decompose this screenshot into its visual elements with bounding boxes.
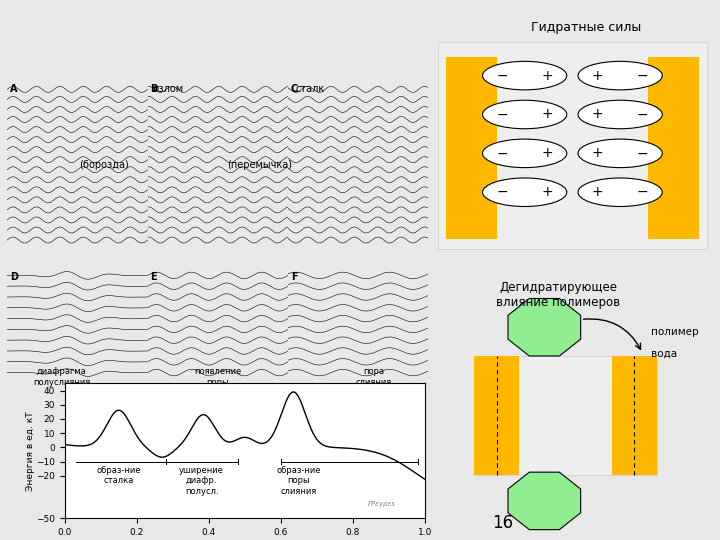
FancyBboxPatch shape — [446, 57, 497, 239]
Polygon shape — [508, 299, 580, 356]
Text: +: + — [541, 146, 553, 160]
Ellipse shape — [578, 139, 662, 167]
Text: B: B — [150, 84, 158, 94]
Text: +: + — [541, 107, 553, 122]
Text: +: + — [541, 69, 553, 83]
Text: +: + — [592, 107, 603, 122]
Text: диафрагма
полуслияния: диафрагма полуслияния — [33, 367, 91, 387]
Text: +: + — [592, 69, 603, 83]
Ellipse shape — [482, 139, 567, 167]
FancyBboxPatch shape — [612, 356, 657, 475]
FancyBboxPatch shape — [474, 356, 657, 475]
Text: +: + — [541, 185, 553, 199]
Text: F: F — [291, 272, 297, 282]
Text: полимер: полимер — [651, 327, 698, 338]
Text: 16: 16 — [492, 514, 513, 532]
Text: A: A — [10, 84, 17, 94]
FancyBboxPatch shape — [474, 356, 519, 475]
Text: ΓΡεγρεs: ΓΡεγρεs — [368, 501, 395, 508]
Text: образ-ние
сталка: образ-ние сталка — [96, 466, 141, 485]
Text: +: + — [592, 185, 603, 199]
Text: −: − — [636, 146, 649, 160]
Text: E: E — [150, 272, 157, 282]
Text: −: − — [636, 69, 649, 83]
Y-axis label: Энергия в ед. кТ: Энергия в ед. кТ — [26, 411, 35, 491]
Text: образ-ние
поры
слияния: образ-ние поры слияния — [276, 466, 321, 496]
Ellipse shape — [578, 178, 662, 206]
Text: −: − — [636, 107, 649, 122]
Ellipse shape — [482, 178, 567, 206]
Text: D: D — [10, 272, 18, 282]
Text: уширение
диафр.
полусл.: уширение диафр. полусл. — [179, 466, 224, 496]
Text: сталк: сталк — [296, 84, 325, 94]
Text: (борозда): (борозда) — [79, 160, 129, 170]
Text: −: − — [496, 107, 508, 122]
Text: −: − — [496, 146, 508, 160]
Text: Дегидратирующее
влияние полимеров: Дегидратирующее влияние полимеров — [496, 281, 621, 308]
Ellipse shape — [578, 100, 662, 129]
Ellipse shape — [482, 100, 567, 129]
Text: (перемычка): (перемычка) — [228, 160, 292, 170]
Text: появление
поры: появление поры — [194, 367, 241, 387]
Text: +: + — [592, 146, 603, 160]
Ellipse shape — [482, 62, 567, 90]
Ellipse shape — [578, 62, 662, 90]
FancyBboxPatch shape — [648, 57, 698, 239]
Text: пора
слияния: пора слияния — [356, 367, 392, 387]
Text: Гидратные силы: Гидратные силы — [531, 21, 642, 34]
Text: излом: излом — [152, 84, 183, 94]
Text: −: − — [496, 185, 508, 199]
Text: C: C — [291, 84, 298, 94]
Text: −: − — [636, 185, 649, 199]
FancyBboxPatch shape — [438, 42, 707, 249]
Text: вода: вода — [651, 348, 677, 358]
Polygon shape — [508, 472, 580, 530]
Text: −: − — [496, 69, 508, 83]
